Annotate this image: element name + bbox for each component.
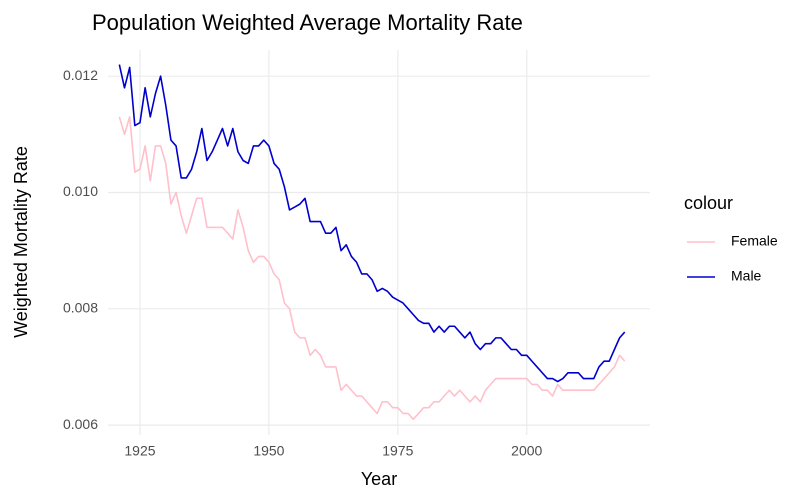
y-tick-label: 0.012 — [63, 67, 98, 83]
series-line — [118, 64, 626, 383]
legend-title: colour — [684, 193, 733, 213]
x-tick-label: 1975 — [382, 443, 413, 459]
legend-label: Female — [731, 233, 778, 249]
x-tick-label: 1925 — [124, 443, 155, 459]
legend-label: Male — [731, 268, 762, 284]
y-tick-label: 0.008 — [63, 300, 98, 316]
y-tick-label: 0.010 — [63, 183, 98, 199]
y-tick-label: 0.006 — [63, 416, 98, 432]
x-tick-label: 2000 — [511, 443, 542, 459]
series-line — [118, 116, 626, 421]
chart-title: Population Weighted Average Mortality Ra… — [92, 10, 523, 35]
x-axis-title: Year — [361, 469, 397, 489]
y-axis-title: Weighted Mortality Rate — [11, 146, 31, 338]
x-tick-label: 1950 — [253, 443, 284, 459]
